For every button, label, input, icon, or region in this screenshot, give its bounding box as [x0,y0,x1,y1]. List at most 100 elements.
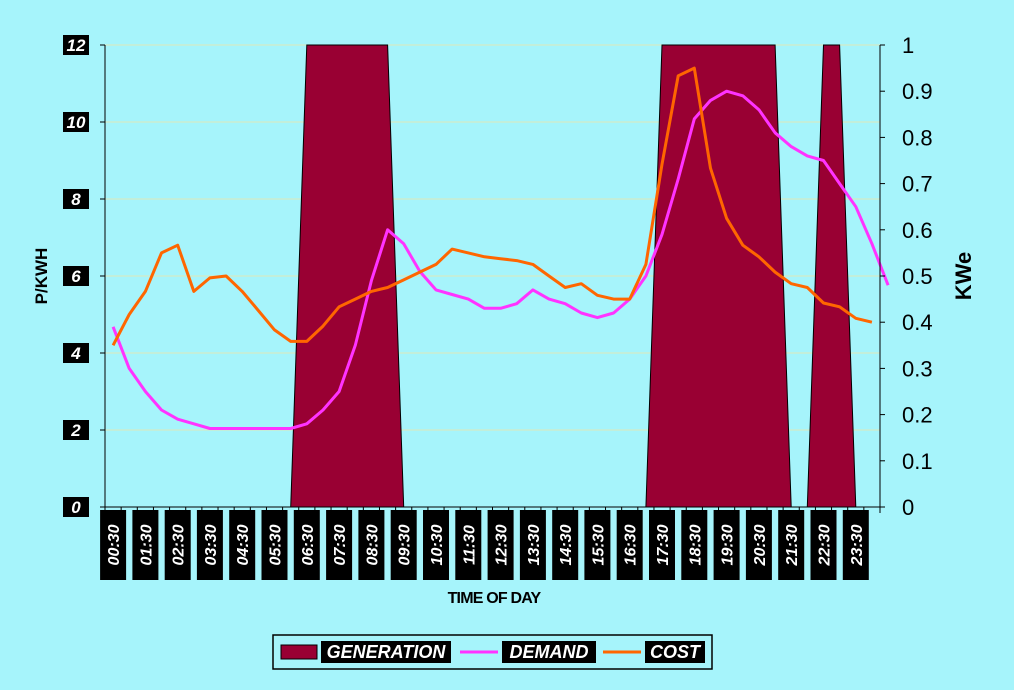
y-left-tick-box [63,497,89,517]
label-layer: P/KWH KWe TIME OF DAY [32,248,976,607]
axis-layer: 0 2 4 6 8 10 12 0 0.1 0.2 0.3 0.4 0.5 0.6 0.7 0.8 0.9 1 00… [63,33,933,580]
x-tick-box [326,510,353,580]
x-tick-label: 06:30 [300,524,317,565]
x-tick-label: 11:30 [461,525,478,565]
y-left-tick-label: 2 [70,421,81,440]
x-tick-label: 16:30 [623,524,640,565]
y-axis-right-title: KWe [951,252,976,301]
x-tick-box [164,510,191,580]
x-tick-label: 07:30 [332,524,349,565]
y-right-tick-label: 1 [902,33,914,58]
x-tick-label: 19:30 [720,524,737,565]
y-right-tick-label: 0.5 [902,264,933,289]
legend: GENERATION DEMAND COST [272,634,713,670]
cost-legend-box [645,641,705,663]
demand-legend-label: DEMAND [510,642,589,662]
generation-legend-label: GENERATION [327,642,447,662]
x-tick-label-group: 05:30 [261,510,288,580]
x-tick-label-group: 13:30 [519,510,546,580]
x-axis-title: TIME OF DAY [448,590,542,607]
x-tick-label-group: 04:30 [229,510,256,580]
x-tick-label-group: 20:30 [745,510,772,580]
y-left-tick-box [63,35,89,55]
x-tick-box [487,510,514,580]
x-tick-label: 02:30 [171,524,188,565]
x-tick-label-group: 18:30 [681,510,708,580]
x-tick-label-group: 23:30 [842,510,869,580]
y-left-tick-box [63,189,89,209]
line-layer [111,66,890,430]
x-tick-box [616,510,643,580]
y-right-tick-label: 0 [902,495,914,520]
x-tick-box [196,510,223,580]
x-tick-box [745,510,772,580]
y-axis-left-title: P/KWH [32,248,51,305]
x-tick-label: 20:30 [752,524,769,566]
x-tick-label-group: 15:30 [584,510,611,580]
x-tick-label: 04:30 [235,524,252,565]
x-tick-label: 17:30 [655,524,672,565]
y-left-tick-label: 10 [67,113,86,132]
y-left-tick-label: 6 [71,267,81,286]
x-tick-box [229,510,256,580]
y-right-tick-label: 0.1 [902,449,933,474]
demand-line [111,89,890,430]
y-left-tick-label: 0 [71,498,81,517]
x-tick-label-group: 10:30 [423,510,449,580]
x-tick-label: 18:30 [687,524,704,565]
x-tick-box [455,510,482,580]
x-tick-label: 03:30 [203,524,220,565]
x-tick-label-group: 21:30 [778,510,805,580]
x-tick-box [810,510,837,580]
y-right-tick-label: 0.9 [902,79,933,104]
x-tick-label: 05:30 [268,524,285,565]
y-left-tick-box [63,266,89,286]
y-right-tick-label: 0.6 [902,218,933,243]
x-tick-box [519,510,546,580]
x-tick-box [293,510,320,580]
x-tick-label-group: 22:30 [810,510,837,580]
x-tick-label-group: 08:30 [358,510,385,580]
x-tick-label: 09:30 [397,524,414,565]
x-tick-label-group: 11:30 [455,510,482,580]
x-tick-label-group: 17:30 [649,510,675,580]
x-tick-box [423,510,449,580]
x-tick-box [584,510,611,580]
x-tick-label-group: 14:30 [552,510,579,580]
x-tick-label: 10:30 [429,524,446,565]
x-tick-label: 21:30 [784,524,801,566]
x-tick-label-group: 00:30 [100,510,127,580]
x-tick-label-group: 02:30 [164,510,191,580]
x-tick-label: 15:30 [590,524,607,565]
x-tick-box [552,510,579,580]
x-tick-box [681,510,708,580]
y-right-tick-label: 0.4 [902,310,933,335]
x-tick-box [842,510,869,580]
y-right-tick-label: 0.2 [902,403,933,428]
y-right-tick-label: 0.7 [902,172,933,197]
x-tick-label-group: 03:30 [196,510,223,580]
cost-legend-label: COST [650,642,702,662]
x-tick-box [713,510,740,580]
y-left-tick-label: 12 [67,36,86,55]
x-tick-box [132,510,159,580]
y-left-tick-label: 8 [71,190,81,209]
x-tick-label: 08:30 [364,524,381,565]
x-tick-label: 12:30 [494,524,511,565]
x-tick-box [778,510,805,580]
x-tick-box [261,510,288,580]
x-tick-label: 01:30 [138,524,155,565]
x-tick-label: 14:30 [558,524,575,565]
x-tick-label-group: 09:30 [390,510,417,580]
x-tick-label-group: 19:30 [713,510,740,580]
x-tick-label-group: 16:30 [616,510,643,580]
y-right-tick-label: 0.8 [902,125,933,150]
x-tick-box [100,510,127,580]
generation-legend-box [321,641,451,663]
x-tick-label-group: 12:30 [487,510,514,580]
y-left-tick-box [63,112,89,132]
x-tick-label-group: 07:30 [326,510,353,580]
y-left-tick-box [63,420,89,440]
x-tick-label: 00:30 [106,524,123,565]
